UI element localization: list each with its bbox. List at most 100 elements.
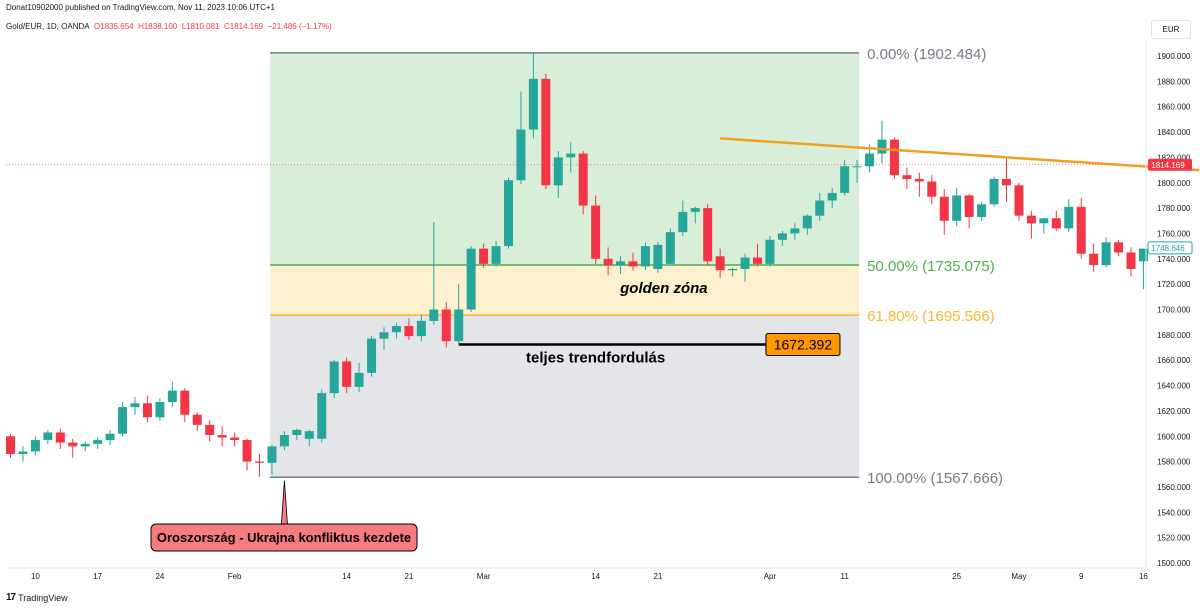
candle [827,187,837,209]
candle [653,242,663,273]
tradingview-logo-icon: 17 [6,592,16,603]
candle-body [1076,206,1086,254]
candle-body [703,208,713,262]
candle-body [105,433,115,441]
candle [977,201,987,221]
candle [379,327,389,351]
candle [155,398,165,422]
candle [678,200,688,236]
candle-body [192,414,202,425]
time-axis-tick: 21 [653,572,662,581]
candle-body [379,332,389,339]
candle-body [541,78,551,186]
price-axis-tick: 1780.000 [1157,204,1191,213]
candle [840,159,850,196]
candle-body [155,402,165,418]
time-axis-tick: 21 [404,572,413,581]
candle-body [1064,206,1074,229]
candle [703,204,713,266]
candle [1051,210,1061,231]
candle [566,142,576,173]
candle [665,228,675,266]
price-axis-tick: 1620.000 [1157,407,1191,416]
candle [93,437,103,449]
ohlc-low: L1810.081 [181,22,220,31]
candle-body [1026,215,1036,224]
candle [1076,197,1086,259]
trendline [720,137,1200,172]
candle [118,402,128,437]
time-axis-tick: 14 [591,572,600,581]
time-axis-tick: 25 [952,572,961,581]
callout-text: Oroszország - Ukrajna konfliktus kezdete [157,530,411,545]
candle-body [441,309,451,342]
candle-body [354,372,364,387]
price-axis-tick: 1900.000 [1157,52,1191,61]
candle [628,252,638,271]
candle-body [665,232,675,264]
candle [329,360,339,399]
candle-body [914,178,924,182]
fib-zone-50-618 [269,265,860,316]
candle [491,241,501,267]
candle [504,177,513,249]
candle-body [391,325,401,333]
candle [616,256,626,275]
price-axis-tick: 1840.000 [1157,128,1191,137]
candle-body [118,407,128,434]
candle [105,429,115,446]
candle-body [852,166,862,168]
currency-selector[interactable]: EUR [1151,20,1191,39]
candle [715,248,725,278]
candle-body [616,261,626,266]
candle-body [802,215,812,229]
symbol-name[interactable]: Gold/EUR, 1D, OANDA [6,22,90,31]
fib-level-label: 0.00% (1902.484) [867,46,986,63]
candle [367,336,377,377]
candle-body [267,446,277,463]
fib-zone-0-50 [269,52,860,266]
fib-level-label: 61.80% (1695.566) [867,308,995,325]
candle [1064,199,1074,233]
candle [80,441,90,452]
candle-body [317,393,327,439]
time-axis-tick: 24 [155,572,164,581]
candle-body [479,248,489,264]
candle [777,230,787,247]
publish-caption: Donat10902000 published on TradingView.c… [6,3,275,12]
last-price-tag [1147,241,1193,255]
candle [404,318,414,340]
candle-body [429,309,439,321]
candle-body [765,239,775,264]
candle [516,91,526,185]
candle [255,453,264,477]
candle-body [68,442,78,447]
candle-body [790,228,800,234]
price-axis-tick: 1760.000 [1157,229,1191,238]
candle [1026,210,1036,239]
callout-box [150,523,418,552]
candle-body [255,461,264,463]
candle [130,396,140,415]
candle-body [1039,218,1049,224]
candle [279,431,289,451]
time-axis-tick: Feb [228,572,242,581]
candle-body [367,338,377,373]
candle [914,172,924,197]
candle-body [1002,178,1011,186]
brand-name: TradingView [18,592,68,603]
candle [852,159,862,183]
symbol-legend: Gold/EUR, 1D, OANDA O1835.654 H1838.100 … [6,22,332,31]
candle-body [1114,242,1124,253]
candle [927,175,937,205]
candle-body [591,205,601,259]
candle [790,223,800,240]
price-axis-tick: 1580.000 [1157,458,1191,467]
candle-body [1014,185,1024,216]
candle [192,412,202,432]
candle [217,426,227,447]
candle [317,389,327,443]
candle [964,194,974,229]
candle-body [840,166,850,193]
